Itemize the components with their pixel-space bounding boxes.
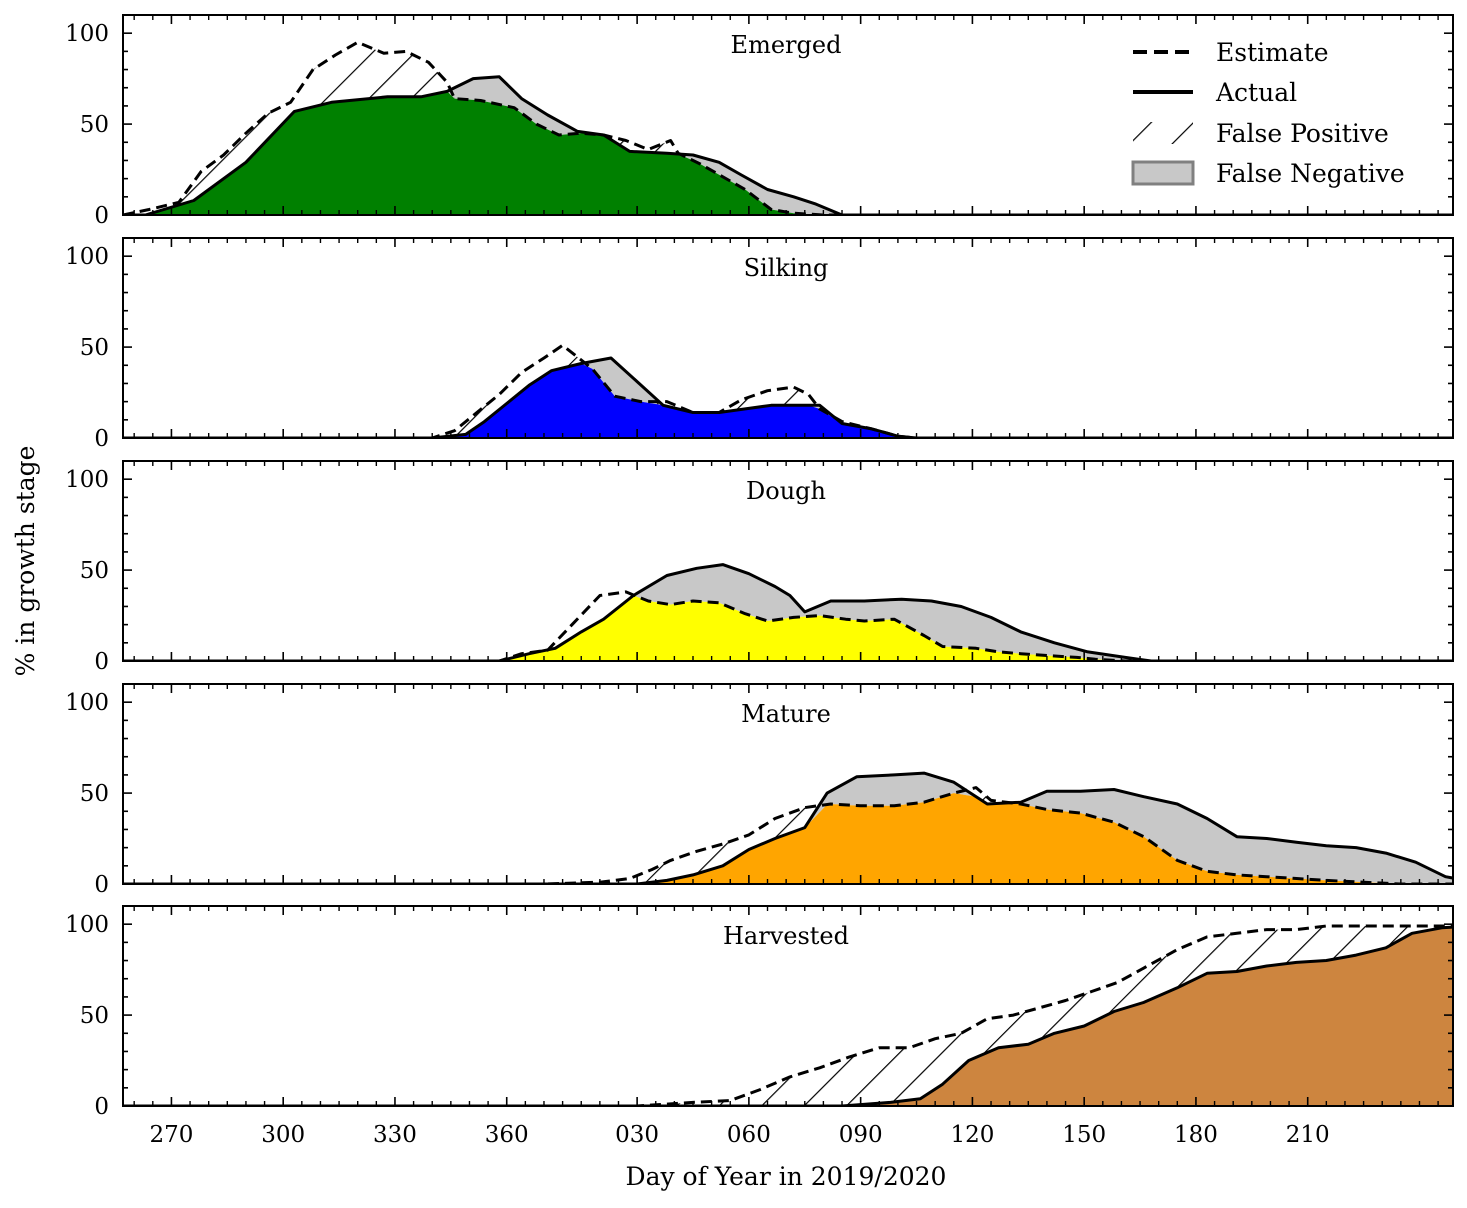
legend-label-actual: Actual	[1215, 78, 1297, 107]
harvested-ytick-label: 100	[65, 912, 109, 938]
dough-true-positive-area	[123, 595, 1453, 661]
dough-false-negative-area	[123, 564, 1453, 661]
xtick-label: 030	[615, 1122, 659, 1148]
emerged-frame	[122, 14, 1454, 216]
silking-ytick-label: 0	[94, 426, 109, 452]
panel-mature: 0 50 100 Mature	[65, 683, 1454, 898]
silking-frame	[122, 237, 1454, 439]
xtick-label: 360	[485, 1122, 529, 1148]
panel-emerged: 0 50 100 Emerged	[65, 14, 1454, 229]
harvested-false-positive-area	[123, 926, 1453, 1106]
emerged-ytick-label: 100	[65, 21, 109, 47]
dough-actual-line	[123, 563, 1453, 661]
emerged-ytick-label: 0	[94, 203, 109, 229]
silking-estimate-line	[123, 343, 1453, 438]
panel-harvested: 0 50 100 Harvested 270 300 330 360 030 060 090 120 1…	[65, 905, 1454, 1148]
xtick-label: 330	[373, 1122, 417, 1148]
harvested-frame	[122, 905, 1454, 1107]
mature-false-negative-area	[123, 773, 1453, 884]
xtick-label: 060	[727, 1122, 771, 1148]
dough-ytick-label: 100	[65, 467, 109, 493]
xtick-label: 180	[1174, 1122, 1218, 1148]
silking-false-positive-area	[123, 345, 1453, 438]
harvested-panel-title: Harvested	[723, 922, 849, 950]
emerged-actual-line	[123, 75, 1453, 215]
mature-panel-title: Mature	[741, 700, 831, 728]
xtick-label: 120	[950, 1122, 994, 1148]
harvested-estimate-line	[123, 924, 1453, 1106]
mature-true-positive-area	[123, 793, 1453, 884]
mature-ytick-label: 0	[94, 872, 109, 898]
silking-panel-title: Silking	[744, 254, 829, 282]
panel-silking: 0 50 100 Silking	[65, 237, 1454, 452]
mature-actual-line	[123, 771, 1453, 884]
mature-frame	[122, 683, 1454, 885]
silking-actual-line	[123, 356, 1453, 438]
mature-ytick-label: 100	[65, 690, 109, 716]
xtick-label: 270	[149, 1122, 193, 1148]
legend-item-actual: Actual	[1133, 78, 1297, 107]
silking-ytick-label: 100	[65, 244, 109, 270]
legend: Estimate Actual False Positive False Negati…	[1131, 38, 1405, 188]
y-axis-label: % in growth stage	[11, 446, 40, 677]
emerged-ytick-label: 50	[80, 112, 109, 138]
legend-item-false-positive: False Positive	[1133, 119, 1389, 148]
emerged-panel-title: Emerged	[731, 31, 842, 59]
dough-panel-title: Dough	[746, 477, 826, 505]
legend-item-false-negative: False Negative	[1131, 159, 1405, 188]
dough-estimate-line	[123, 590, 1453, 661]
xtick-label: 210	[1286, 1122, 1330, 1148]
legend-label-estimate: Estimate	[1216, 38, 1329, 67]
legend-item-estimate: Estimate	[1133, 38, 1329, 67]
mature-estimate-line	[123, 786, 1453, 884]
silking-ytick-label: 50	[80, 335, 109, 361]
emerged-estimate-line	[123, 40, 1453, 215]
legend-label-false-negative: False Negative	[1216, 159, 1405, 188]
xtick-label: 150	[1062, 1122, 1106, 1148]
dough-ytick-label: 0	[94, 649, 109, 675]
mature-ytick-label: 50	[80, 781, 109, 807]
harvested-ytick-label: 0	[94, 1094, 109, 1120]
x-axis-label: Day of Year in 2019/2020	[626, 1162, 947, 1191]
xtick-label: 090	[839, 1122, 883, 1148]
harvested-ytick-label: 50	[80, 1003, 109, 1029]
harvested-true-positive-area	[123, 927, 1453, 1106]
dough-frame	[122, 460, 1454, 662]
emerged-true-positive-area	[123, 91, 1453, 215]
dough-ytick-label: 50	[80, 558, 109, 584]
xtick-label: 300	[261, 1122, 305, 1148]
legend-label-false-positive: False Positive	[1216, 119, 1389, 148]
harvested-actual-line	[123, 925, 1453, 1106]
panel-dough: 0 50 100 Dough	[65, 460, 1454, 675]
silking-true-positive-area	[123, 363, 1453, 438]
